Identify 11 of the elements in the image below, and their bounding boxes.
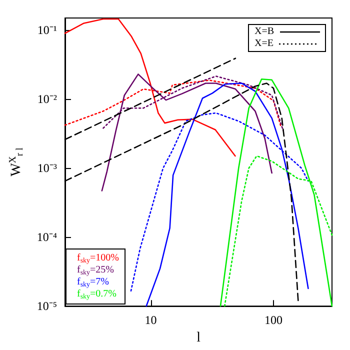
y-tick-label: 10⁻⁴ bbox=[36, 230, 57, 244]
x-tick-label: 10 bbox=[144, 313, 157, 328]
x-axis-title: l bbox=[196, 330, 201, 346]
y-tick-label: 10⁻³ bbox=[37, 161, 58, 176]
y-tick-label: 10⁻² bbox=[37, 92, 58, 106]
x-tick-label: 100 bbox=[264, 313, 282, 328]
annotation: X=B bbox=[254, 26, 274, 38]
annotation: X=E bbox=[254, 38, 274, 50]
y-tick-label: 10⁻¹ bbox=[37, 23, 58, 38]
y-axis-title: WXr l bbox=[8, 147, 26, 176]
y-tick-label: 10⁻⁵ bbox=[36, 299, 57, 314]
